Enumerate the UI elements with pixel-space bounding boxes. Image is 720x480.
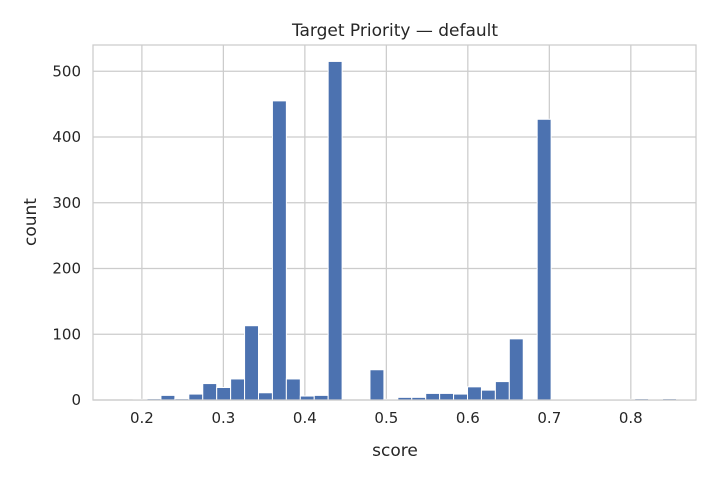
histogram-bar xyxy=(271,100,287,401)
x-tick-label: 0.4 xyxy=(293,409,317,427)
chart-title: Target Priority — default xyxy=(291,21,498,41)
histogram-bar xyxy=(453,393,469,401)
histogram-bar xyxy=(494,381,510,401)
y-tick-label: 500 xyxy=(52,62,81,80)
histogram-bar xyxy=(508,338,524,401)
y-tick-label: 200 xyxy=(52,260,81,278)
grid xyxy=(93,45,696,401)
x-tick-label: 0.7 xyxy=(537,409,561,427)
histogram-bar xyxy=(188,393,204,401)
x-tick-label: 0.2 xyxy=(130,409,154,427)
histogram-bar xyxy=(216,387,232,401)
histogram-bars xyxy=(132,60,705,401)
histogram-bar xyxy=(467,386,482,401)
x-tick-label: 0.8 xyxy=(619,409,643,427)
x-axis-ticks: 0.2 0.3 0.4 0.5 0.6 0.7 0.8 xyxy=(130,409,643,427)
histogram-bar xyxy=(313,394,329,401)
x-tick-label: 0.5 xyxy=(374,409,398,427)
histogram-bar xyxy=(439,392,455,401)
x-axis-label: score xyxy=(372,441,418,461)
histogram-bar xyxy=(285,378,301,401)
histogram-bar xyxy=(160,394,176,401)
histogram-bar xyxy=(425,392,441,401)
histogram-bar xyxy=(202,383,218,401)
y-axis-label: count xyxy=(21,198,41,246)
y-axis-ticks: 0 100 200 300 400 500 xyxy=(52,62,81,409)
histogram-bar xyxy=(480,389,496,401)
y-tick-label: 300 xyxy=(52,194,81,212)
histogram-bar xyxy=(257,392,273,401)
plot-frame xyxy=(92,44,697,401)
histogram-bar xyxy=(244,325,259,401)
x-tick-label: 0.3 xyxy=(211,409,235,427)
histogram-bar xyxy=(230,378,246,401)
y-tick-label: 400 xyxy=(52,128,81,146)
y-tick-label: 100 xyxy=(52,325,81,343)
y-tick-label: 0 xyxy=(71,391,81,409)
histogram-bar xyxy=(536,118,552,401)
histogram-bar xyxy=(327,60,343,401)
histogram-bar xyxy=(369,369,385,401)
x-tick-label: 0.6 xyxy=(456,409,480,427)
